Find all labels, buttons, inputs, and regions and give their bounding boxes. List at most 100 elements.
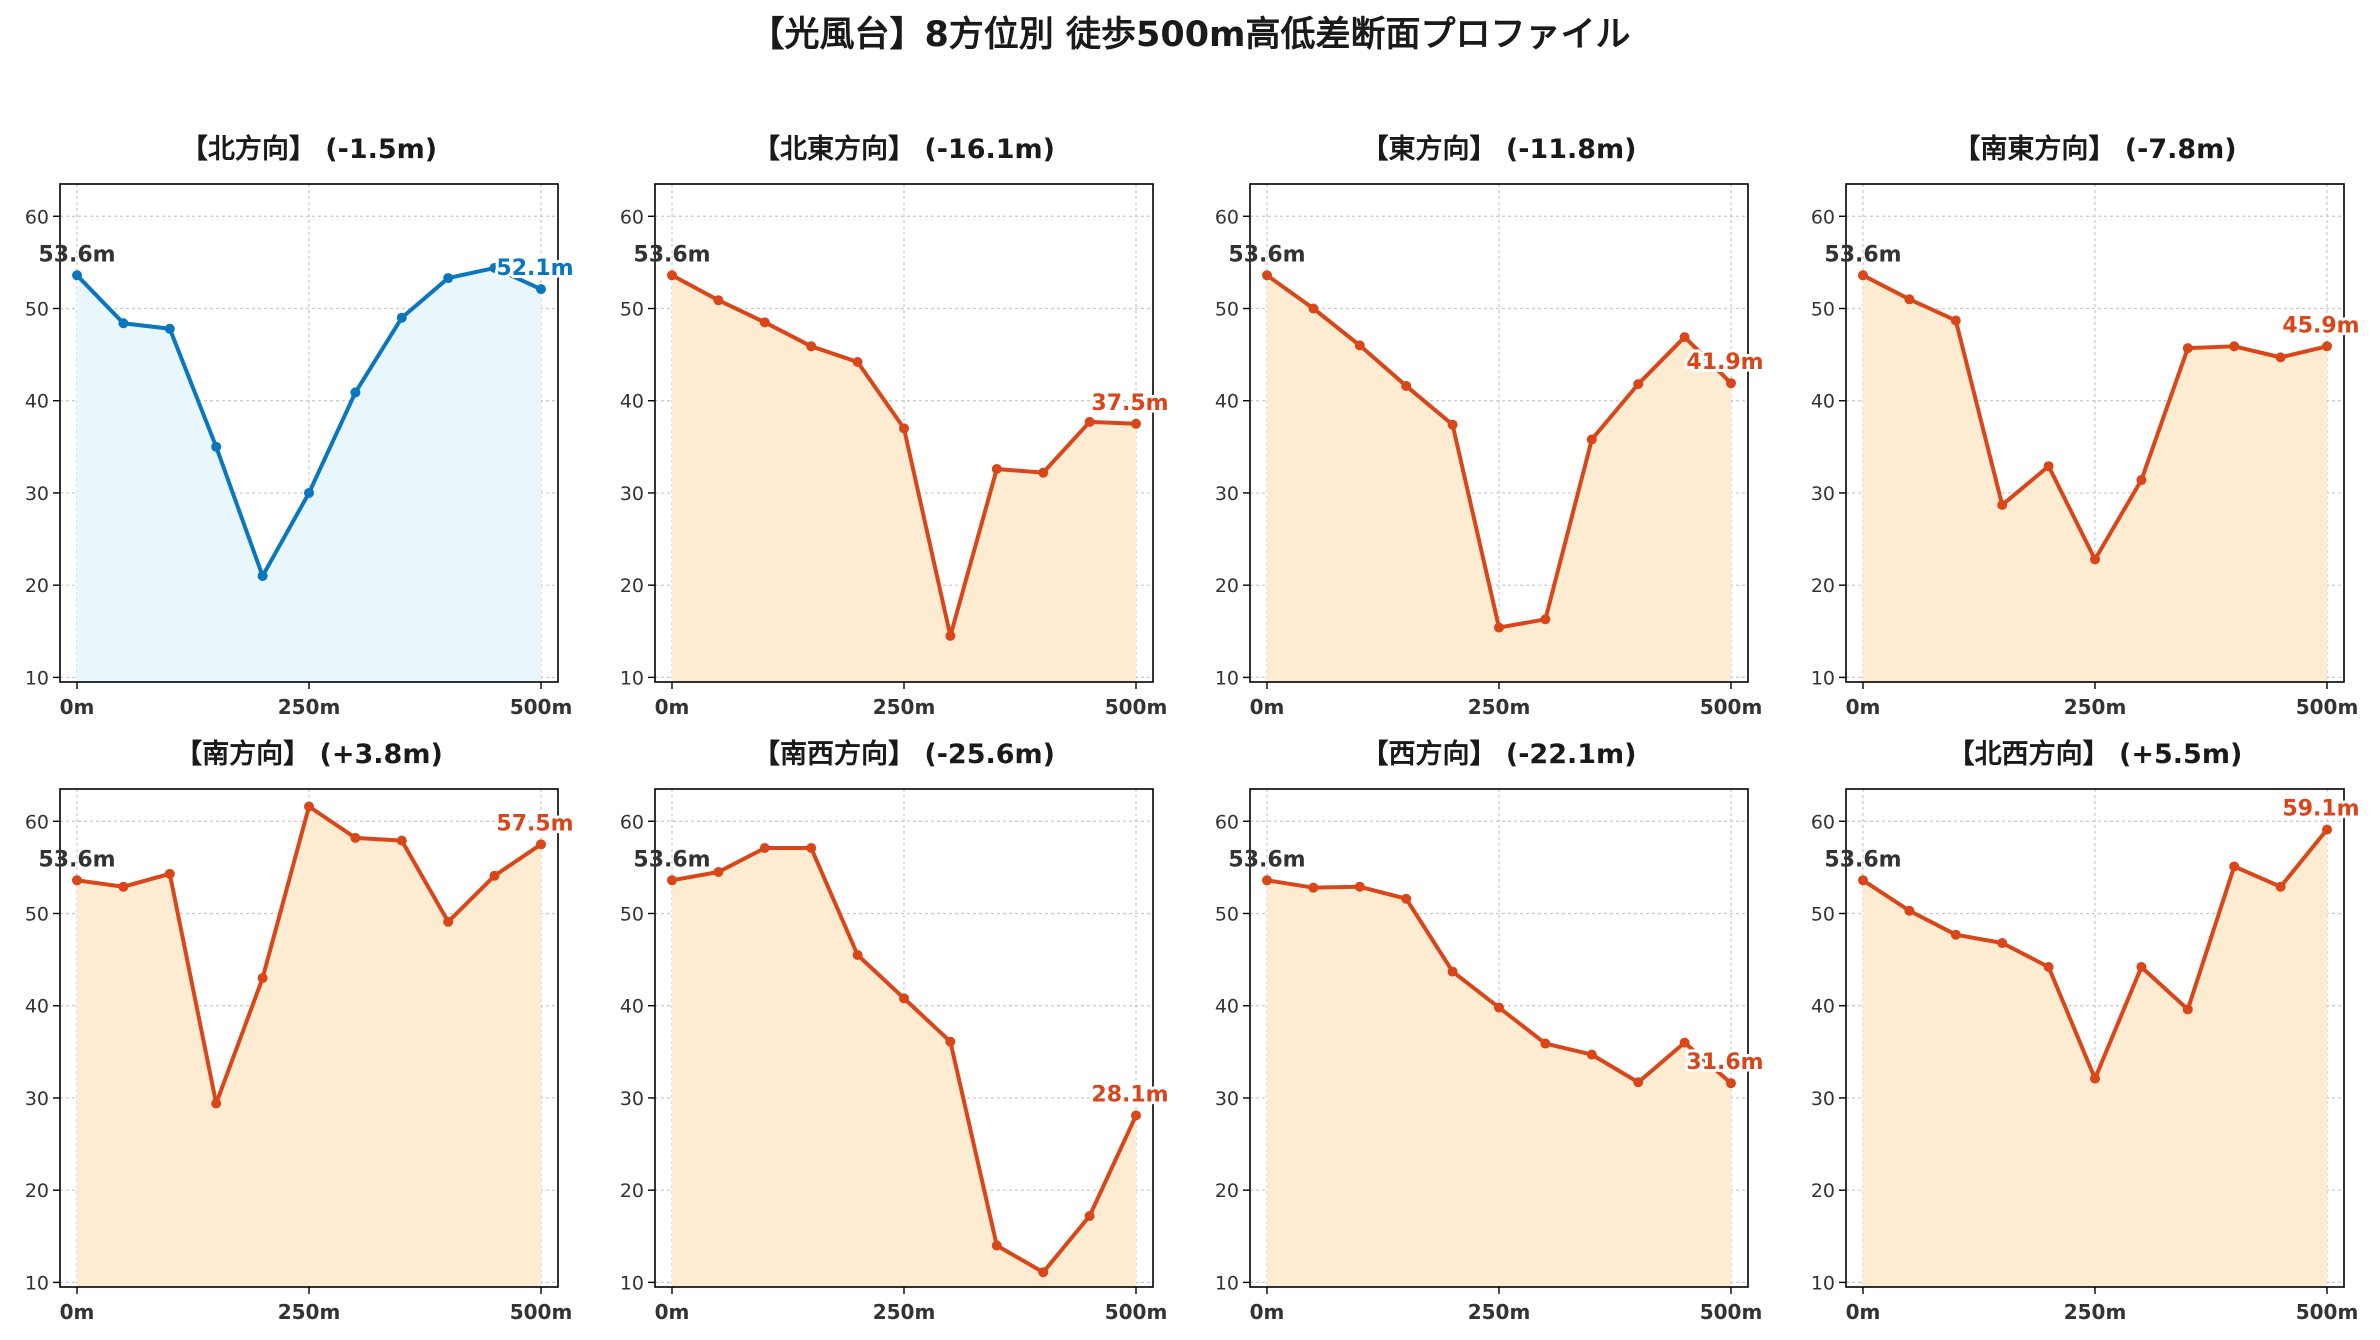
chart-panel: 【北西方向】 (+5.5m) 10 20 30 40 50 60 0m 250m 500m 53.6… — [1811, 738, 2363, 1324]
y-tick-label: 20 — [25, 1180, 49, 1202]
data-point — [713, 867, 724, 877]
y-tick-label: 10 — [1215, 1272, 1239, 1294]
data-point — [2229, 861, 2240, 872]
area-fill — [672, 275, 1136, 682]
x-tick-label: 0m — [655, 695, 690, 719]
y-tick-label: 60 — [620, 206, 644, 228]
data-point — [1633, 379, 1644, 390]
data-point — [1131, 1110, 1141, 1121]
y-tick-label: 30 — [620, 483, 644, 505]
x-tick-label: 250m — [1468, 695, 1531, 719]
panel-title: 【南西方向】 (-25.6m) — [753, 738, 1055, 770]
data-point — [1494, 1002, 1504, 1013]
y-tick-label: 50 — [25, 904, 49, 926]
data-point — [759, 843, 770, 854]
data-point — [713, 295, 724, 306]
y-tick-label: 40 — [1811, 391, 1835, 413]
x-tick-label: 500m — [1700, 1300, 1763, 1324]
data-point — [489, 870, 500, 881]
start-label: 53.6m — [1228, 847, 1305, 872]
data-point — [118, 881, 129, 892]
panel-title: 【西方向】 (-22.1m) — [1361, 738, 1636, 770]
data-point — [489, 262, 500, 273]
y-tick-label: 20 — [1215, 1180, 1239, 1202]
data-point — [2136, 475, 2147, 486]
data-point — [667, 875, 677, 886]
data-point — [304, 487, 314, 498]
data-point — [2043, 461, 2054, 472]
y-tick-label: 40 — [1811, 996, 1835, 1018]
x-tick-label: 250m — [278, 1300, 341, 1324]
y-tick-label: 50 — [620, 299, 644, 321]
data-point — [2275, 881, 2286, 892]
end-label: 57.5m — [496, 811, 573, 836]
data-point — [1858, 875, 1868, 886]
y-tick-label: 50 — [1215, 904, 1239, 926]
start-label: 53.6m — [38, 242, 115, 267]
y-tick-label: 20 — [1811, 1180, 1835, 1202]
y-tick-label: 50 — [25, 299, 49, 321]
data-point — [991, 1240, 1002, 1251]
x-tick-label: 500m — [510, 695, 573, 719]
data-point — [1354, 881, 1365, 892]
y-tick-label: 60 — [1215, 206, 1239, 228]
data-point — [257, 973, 268, 984]
x-tick-label: 0m — [1846, 1300, 1881, 1324]
data-point — [1904, 294, 1915, 305]
y-tick-label: 10 — [620, 667, 644, 689]
data-point — [1679, 1037, 1690, 1048]
start-label: 53.6m — [633, 847, 710, 872]
data-point — [2322, 341, 2332, 352]
x-tick-label: 500m — [1105, 695, 1168, 719]
x-tick-label: 250m — [2064, 1300, 2127, 1324]
chart-panel: 【北東方向】 (-16.1m) 10 20 30 40 50 60 0m 250m 500m 53.… — [620, 133, 1172, 719]
data-point — [1997, 499, 2008, 510]
data-point — [1038, 1267, 1049, 1278]
figure-title: 【光風台】8方位別 徒歩500m高低差断面プロファイル — [749, 15, 1631, 55]
chart-panel: 【北方向】 (-1.5m) 10 20 30 40 50 60 0m 250m 500m 53.6m… — [25, 133, 577, 719]
start-label: 53.6m — [1824, 242, 1901, 267]
x-tick-label: 0m — [1250, 1300, 1285, 1324]
x-tick-label: 0m — [60, 695, 95, 719]
y-tick-label: 50 — [1811, 904, 1835, 926]
data-point — [396, 312, 407, 323]
data-point — [443, 273, 454, 284]
y-tick-label: 60 — [1811, 811, 1835, 833]
y-tick-label: 30 — [620, 1088, 644, 1110]
y-tick-label: 40 — [620, 391, 644, 413]
data-point — [72, 270, 82, 281]
data-point — [1084, 1210, 1095, 1221]
start-label: 53.6m — [38, 847, 115, 872]
data-point — [759, 317, 770, 328]
data-point — [1586, 434, 1597, 445]
y-tick-label: 10 — [620, 1272, 644, 1294]
data-point — [945, 1036, 956, 1047]
y-tick-label: 50 — [1215, 299, 1239, 321]
panel-title: 【東方向】 (-11.8m) — [1361, 133, 1636, 165]
chart-panel: 【南方向】 (+3.8m) 10 20 30 40 50 60 0m 250m 500m 53.6m… — [25, 738, 577, 1324]
data-point — [72, 875, 82, 886]
data-point — [1858, 270, 1868, 281]
y-tick-label: 40 — [1215, 391, 1239, 413]
y-tick-label: 20 — [1215, 575, 1239, 597]
x-tick-label: 500m — [1700, 695, 1763, 719]
data-point — [806, 341, 817, 352]
y-tick-label: 60 — [1811, 206, 1835, 228]
data-point — [1262, 875, 1272, 886]
y-tick-label: 60 — [25, 811, 49, 833]
data-point — [667, 270, 677, 281]
panel-title: 【南方向】 (+3.8m) — [175, 738, 443, 770]
data-point — [1726, 378, 1736, 389]
y-tick-label: 30 — [1811, 1088, 1835, 1110]
data-point — [1726, 1078, 1736, 1089]
chart-panel: 【南東方向】 (-7.8m) 10 20 30 40 50 60 0m 250m 500m 53.6… — [1811, 133, 2363, 719]
end-label-halo: 59.1m — [2282, 797, 2359, 822]
x-tick-label: 250m — [278, 695, 341, 719]
area-fill — [77, 806, 541, 1287]
end-label-halo: 57.5m — [496, 811, 573, 836]
data-point — [350, 832, 361, 843]
data-point — [1540, 614, 1551, 625]
end-label: 41.9m — [1686, 350, 1763, 375]
data-point — [350, 387, 361, 398]
data-point — [1447, 966, 1458, 977]
